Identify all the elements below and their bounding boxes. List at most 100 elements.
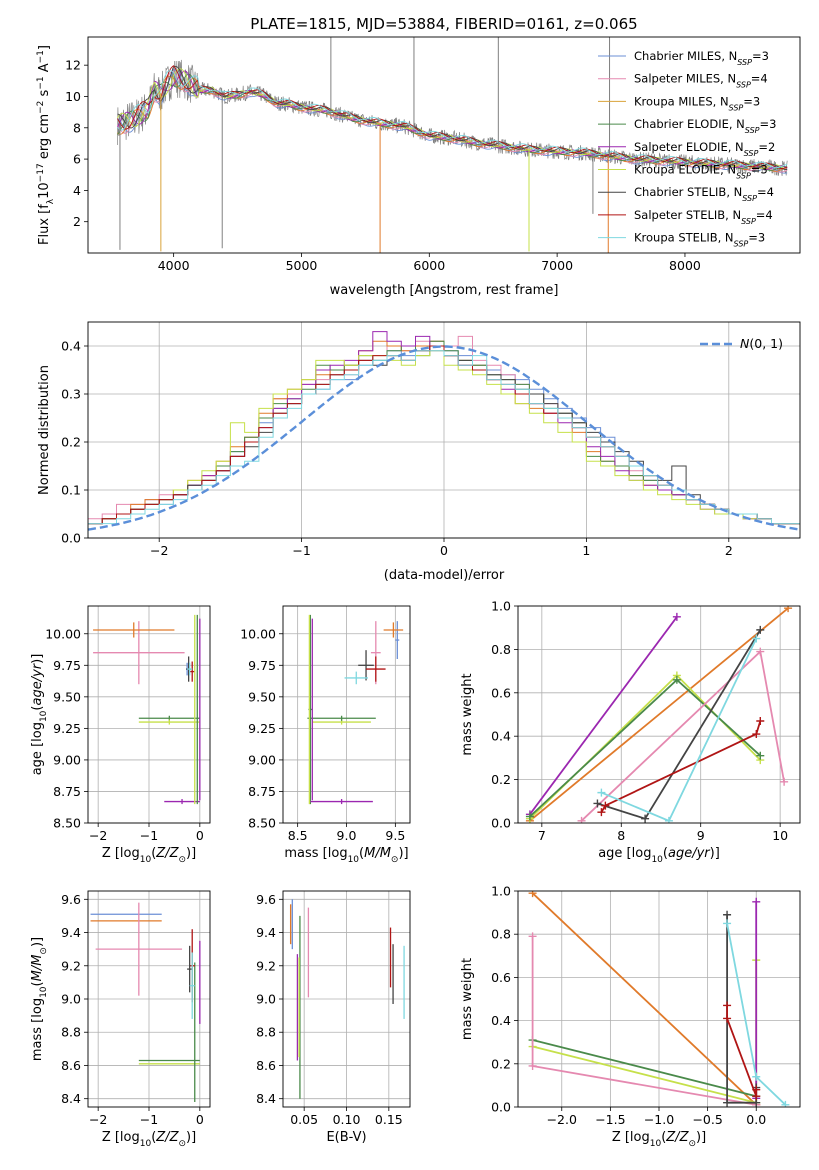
mass-weight-marker: [723, 1098, 732, 1107]
legend-entry: Kroupa ELODIE, NSSP=3: [634, 163, 768, 181]
mass-weight-marker: [723, 919, 732, 928]
y-tick-label: 0.2: [491, 772, 511, 787]
mass-weight-marker: [672, 612, 681, 621]
x-tick-label: 9.5: [385, 828, 405, 843]
mass-weight-marker: [756, 751, 765, 760]
mass-weight-marker: [756, 647, 765, 656]
legend-entry: Chabrier MILES, NSSP=3: [634, 49, 769, 67]
age-vs-metallicity-panel: −2 −1 0 8.50 8.75 9.00 9.25 9.50 9.75 10.00 Z [log…: [30, 605, 211, 865]
x-tick-label: −2: [89, 828, 107, 843]
x-axis-label: (data-model)/error: [384, 568, 505, 583]
mass-vs-ebv-panel: 0.05 0.10 0.15 8.4 8.6 8.8 9.0 9.2 9.4 9.6 E(B-V): [256, 890, 411, 1145]
x-tick-label: −1: [140, 1112, 158, 1127]
mass-weight-line: [532, 960, 758, 1104]
axes-frame: [517, 605, 801, 824]
normal-curve: [88, 345, 800, 531]
mass-weight-marker: [528, 891, 537, 898]
y-tick-label: 0.6: [491, 685, 511, 700]
error-bar: [93, 621, 185, 685]
figure-title: PLATE=1815, MJD=53884, FIBERID=0161, z=0…: [250, 15, 637, 33]
x-tick-label: 0: [196, 1112, 204, 1127]
y-tick-label: 8.75: [248, 784, 276, 799]
x-tick-label: 0.0: [746, 1112, 766, 1127]
axes-frame: [517, 890, 801, 1108]
x-tick-label: −0.5: [692, 1112, 722, 1127]
y-tick-label: 4: [73, 183, 81, 198]
error-bar: [344, 671, 368, 685]
plot-area: [525, 606, 793, 823]
axes-frame: [282, 605, 411, 824]
y-tick-label: 0.3: [61, 387, 81, 402]
y-tick-label: 9.75: [248, 658, 276, 673]
x-tick-label: 7000: [541, 258, 573, 273]
legend-entry: Salpeter STELIB, NSSP=4: [634, 208, 773, 226]
model-spectrum: [117, 68, 788, 171]
plot-area: [116, 37, 788, 253]
y-tick-label: 10.00: [240, 626, 276, 641]
mass-weight-line: [531, 892, 757, 1106]
y-axis-label: Flux [fλ10−17 erg cm−2 s−1 A−1]: [36, 45, 56, 245]
mass-weight-marker: [781, 1100, 790, 1107]
y-axis-label: age [log10(age/yr)]: [30, 654, 49, 776]
y-tick-label: 8.50: [53, 816, 81, 831]
error-bar: [395, 621, 400, 659]
residuals-panel: −2 −1 0 1 2 0.0 0.1 0.2 0.3 0.4 N(0, 1) (data-model…: [37, 321, 801, 583]
y-tick-label: 9.4: [61, 925, 81, 940]
y-tick-label: 9.2: [61, 958, 81, 973]
mass-weight-line: [600, 720, 762, 813]
mass-weight-marker: [597, 788, 606, 797]
x-tick-label: 1: [582, 543, 590, 558]
y-tick-label: 9.4: [256, 925, 276, 940]
legend-entry: Chabrier STELIB, NSSP=4: [634, 185, 774, 203]
legend-entry: Kroupa MILES, NSSP=3: [634, 94, 760, 112]
y-tick-label: 8.6: [256, 1058, 276, 1073]
legend-entry: Salpeter ELODIE, NSSP=2: [634, 140, 775, 158]
mass-weight-line: [532, 1039, 757, 1098]
mass-weight-vs-metallicity-panel: −2.0 −1.5 −1.0 −0.5 0.0 0.0 0.2 0.4 0.6 0.8 1.0 Z […: [460, 884, 801, 1149]
y-axis-label: mass [log10(M/M⊙)]: [30, 937, 49, 1061]
x-axis-label: age [log10(age/yr)]: [598, 846, 720, 865]
mass-weight-marker: [752, 730, 761, 739]
y-tick-label: 8.8: [61, 1025, 81, 1040]
mass-weight-marker: [528, 1061, 537, 1070]
x-tick-label: 8.5: [288, 828, 308, 843]
x-tick-label: 0.10: [333, 1112, 361, 1127]
x-tick-label: 0: [440, 543, 448, 558]
age-vs-mass-panel: 8.5 9.0 9.5 8.50 8.75 9.00 9.25 9.50 9.75 10.00 ma…: [240, 605, 411, 865]
plot-area: [528, 891, 790, 1107]
x-tick-label: 9: [697, 828, 705, 843]
y-tick-label: 9.6: [256, 892, 276, 907]
x-tick-label: 2: [725, 543, 733, 558]
y-axis-label: mass weight: [460, 958, 475, 1040]
x-tick-label: −1.5: [595, 1112, 625, 1127]
y-tick-label: 0.1: [61, 483, 81, 498]
y-tick-label: 9.0: [256, 992, 276, 1007]
x-tick-label: 9.0: [337, 828, 357, 843]
mass-weight-marker: [784, 606, 793, 613]
plot-area: [289, 899, 405, 1099]
plot-area: [93, 614, 201, 805]
y-tick-label: 9.25: [248, 721, 276, 736]
y-tick-label: 0.2: [61, 435, 81, 450]
legend-entry: Chabrier ELODIE, NSSP=3: [634, 117, 776, 135]
y-tick-label: 9.0: [61, 992, 81, 1007]
y-tick-label: 0.4: [491, 1013, 511, 1028]
y-tick-label: 8.4: [256, 1091, 276, 1106]
x-axis-label: Z [log10(Z/Z⊙)]: [102, 846, 196, 865]
y-tick-label: 8.8: [256, 1025, 276, 1040]
mass-weight-line: [529, 607, 789, 822]
error-bar: [358, 650, 374, 681]
mass-weight-marker: [525, 812, 534, 821]
x-axis-label: Z [log10(Z/Z⊙)]: [102, 1130, 196, 1149]
mass-weight-marker: [601, 801, 610, 810]
legend-entry: Kroupa STELIB, NSSP=3: [634, 231, 765, 249]
mass-weight-marker: [723, 910, 732, 919]
x-tick-label: 0.15: [375, 1112, 403, 1127]
mass-weight-marker: [528, 932, 537, 941]
x-tick-label: −1: [140, 828, 158, 843]
mass-weight-marker: [756, 625, 765, 634]
x-tick-label: 6000: [413, 258, 445, 273]
mass-weight-marker: [780, 777, 789, 786]
y-tick-label: 9.2: [256, 958, 276, 973]
axes-frame: [282, 890, 411, 1108]
